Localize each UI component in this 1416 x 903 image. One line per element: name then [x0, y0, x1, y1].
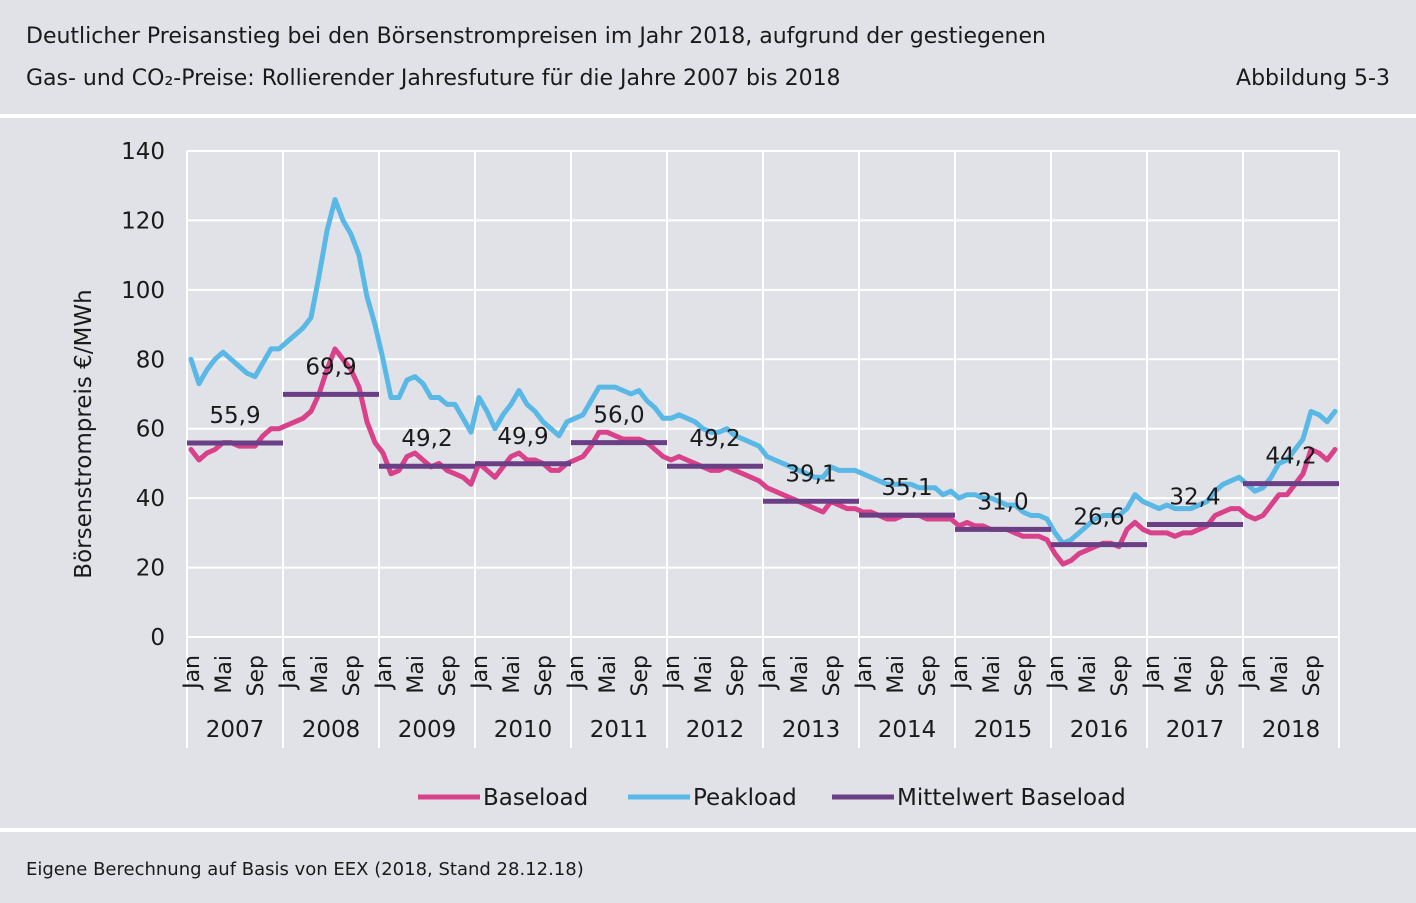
x-tick-label-month: Jan	[660, 655, 685, 691]
annual-mean-label: 39,1	[785, 461, 836, 487]
x-tick-label-month: Jan	[852, 655, 877, 691]
x-tick-label-month: Jan	[1140, 655, 1165, 691]
y-tick-label: 0	[150, 625, 165, 651]
annual-mean-label: 69,9	[305, 354, 356, 380]
series-line-peakload	[188, 197, 1338, 546]
x-tick-label-month: Sep	[1108, 655, 1133, 696]
source-note: Eigene Berechnung auf Basis von EEX (201…	[26, 859, 584, 880]
x-tick-label-year: 2012	[686, 717, 745, 743]
legend: Baseload Peakload Mittelwert Baseload	[418, 785, 1126, 811]
annual-mean-label: 32,4	[1169, 485, 1220, 511]
annual-mean-layer: 55,9 69,9 49,2 49,9 56,0 49,2 39,1 35,1 31,0 26,6…	[187, 354, 1339, 548]
series-layer	[188, 197, 1338, 567]
legend-label-peakload: Peakload	[693, 785, 797, 811]
x-tick-label-month: Sep	[916, 655, 941, 696]
annual-mean-label: 56,0	[593, 403, 644, 429]
x-tick-label-year: 2015	[974, 717, 1033, 743]
x-tick-label-month: Mai	[884, 655, 909, 694]
legend-label-baseload: Baseload	[483, 785, 588, 811]
x-tick-label-month: Jan	[948, 655, 973, 691]
x-tick-label-month: Sep	[724, 655, 749, 696]
x-tick-label-month: Jan	[372, 655, 397, 691]
x-tick-label-month: Mai	[500, 655, 525, 694]
x-tick-label-month: Jan	[756, 655, 781, 691]
x-tick-label-month: Sep	[1012, 655, 1037, 696]
x-tick-label-month: Mai	[1268, 655, 1293, 694]
annual-mean-label: 49,9	[497, 424, 548, 450]
x-tick-label-month: Jan	[564, 655, 589, 691]
chart-title-line-1: Deutlicher Preisanstieg bei den Börsenst…	[26, 24, 1046, 49]
y-tick-label: 60	[136, 417, 165, 443]
annual-mean-label: 26,6	[1073, 505, 1124, 531]
x-tick-label-month: Mai	[404, 655, 429, 694]
x-tick-label-month: Sep	[1204, 655, 1229, 696]
y-tick-label: 20	[136, 556, 165, 582]
annual-mean-label: 44,2	[1265, 444, 1316, 470]
x-tick-label-year: 2017	[1166, 717, 1225, 743]
x-tick-label-month: Sep	[340, 655, 365, 696]
axis-layer: 0 20 40 60 80 100 120 140 Börsenstrompreis €/MWh…	[71, 139, 1325, 743]
x-tick-label-month: Mai	[1172, 655, 1197, 694]
x-tick-label-month: Mai	[596, 655, 621, 694]
y-tick-label: 120	[121, 208, 165, 234]
annual-mean-label: 49,2	[689, 426, 740, 452]
x-tick-label-month: Jan	[1236, 655, 1261, 691]
x-tick-label-year: 2013	[782, 717, 841, 743]
x-tick-label-month: Jan	[180, 655, 205, 691]
x-tick-label-year: 2008	[302, 717, 361, 743]
x-tick-label-month: Jan	[468, 655, 493, 691]
chart-title-line-2: Gas- und CO₂-Preise: Rollierender Jahres…	[26, 66, 841, 91]
x-tick-label-month: Sep	[244, 655, 269, 696]
x-tick-label-month: Mai	[212, 655, 237, 694]
x-tick-label-year: 2010	[494, 717, 553, 743]
legend-label-mittelwert: Mittelwert Baseload	[897, 785, 1126, 811]
x-tick-label-month: Jan	[1044, 655, 1069, 691]
x-tick-label-month: Mai	[1076, 655, 1101, 694]
footer-divider	[0, 828, 1416, 832]
x-tick-label-year: 2016	[1070, 717, 1129, 743]
x-tick-label-month: Jan	[276, 655, 301, 691]
x-tick-label-year: 2009	[398, 717, 457, 743]
x-tick-label-year: 2014	[878, 717, 937, 743]
series-line-baseload	[188, 346, 1338, 567]
x-tick-label-year: 2018	[1262, 717, 1321, 743]
annual-mean-label: 49,2	[401, 426, 452, 452]
annual-mean-label: 31,0	[977, 489, 1028, 515]
y-tick-label: 100	[121, 278, 165, 304]
x-tick-label-month: Sep	[820, 655, 845, 696]
x-tick-label-month: Mai	[308, 655, 333, 694]
x-tick-label-year: 2011	[590, 717, 649, 743]
x-tick-label-month: Mai	[692, 655, 717, 694]
x-tick-label-month: Sep	[628, 655, 653, 696]
x-tick-label-month: Mai	[980, 655, 1005, 694]
x-tick-label-month: Sep	[532, 655, 557, 696]
figure-number: Abbildung 5-3	[1236, 66, 1390, 91]
x-tick-label-month: Sep	[436, 655, 461, 696]
annual-mean-label: 35,1	[881, 475, 932, 501]
annual-mean-label: 55,9	[209, 403, 260, 429]
y-tick-label: 40	[136, 486, 165, 512]
x-tick-label-month: Sep	[1300, 655, 1325, 696]
header-divider	[0, 114, 1416, 118]
x-tick-label-year: 2007	[206, 717, 265, 743]
x-tick-label-month: Mai	[788, 655, 813, 694]
y-tick-label: 140	[121, 139, 165, 165]
y-tick-label: 80	[136, 347, 165, 373]
y-axis-title: Börsenstrompreis €/MWh	[71, 289, 97, 578]
